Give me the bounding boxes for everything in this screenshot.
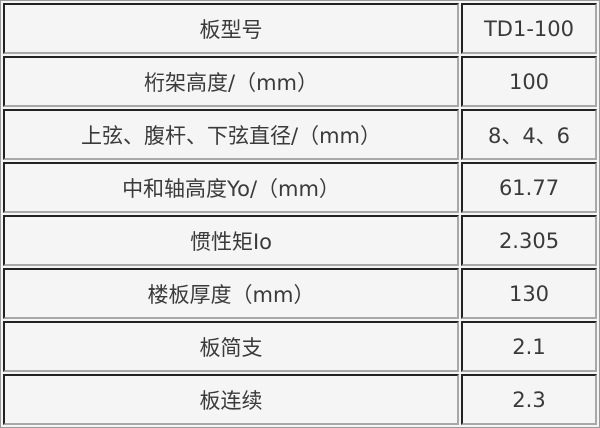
row-label: 楼板厚度（mm）	[3, 268, 459, 319]
row-label: 板简支	[3, 321, 459, 372]
row-label: 板连续	[3, 374, 459, 425]
row-value: 100	[461, 56, 597, 107]
table-row: 中和轴高度Yo/（mm） 61.77	[3, 162, 597, 213]
table-row: 板连续 2.3	[3, 374, 597, 425]
table-row: 板简支 2.1	[3, 321, 597, 372]
row-value: 61.77	[461, 162, 597, 213]
row-value: 2.3	[461, 374, 597, 425]
row-label: 中和轴高度Yo/（mm）	[3, 162, 459, 213]
table-row: 桁架高度/（mm） 100	[3, 56, 597, 107]
row-value: 2.1	[461, 321, 597, 372]
row-label: 板型号	[3, 3, 459, 54]
row-label: 桁架高度/（mm）	[3, 56, 459, 107]
row-value: 8、4、6	[461, 109, 597, 160]
row-value: 130	[461, 268, 597, 319]
row-label: 上弦、腹杆、下弦直径/（mm）	[3, 109, 459, 160]
table-row: 惯性矩Io 2.305	[3, 215, 597, 266]
table-row: 上弦、腹杆、下弦直径/（mm） 8、4、6	[3, 109, 597, 160]
row-label: 惯性矩Io	[3, 215, 459, 266]
row-value: 2.305	[461, 215, 597, 266]
table-row: 楼板厚度（mm） 130	[3, 268, 597, 319]
table-row: 板型号 TD1-100	[3, 3, 597, 54]
row-value: TD1-100	[461, 3, 597, 54]
